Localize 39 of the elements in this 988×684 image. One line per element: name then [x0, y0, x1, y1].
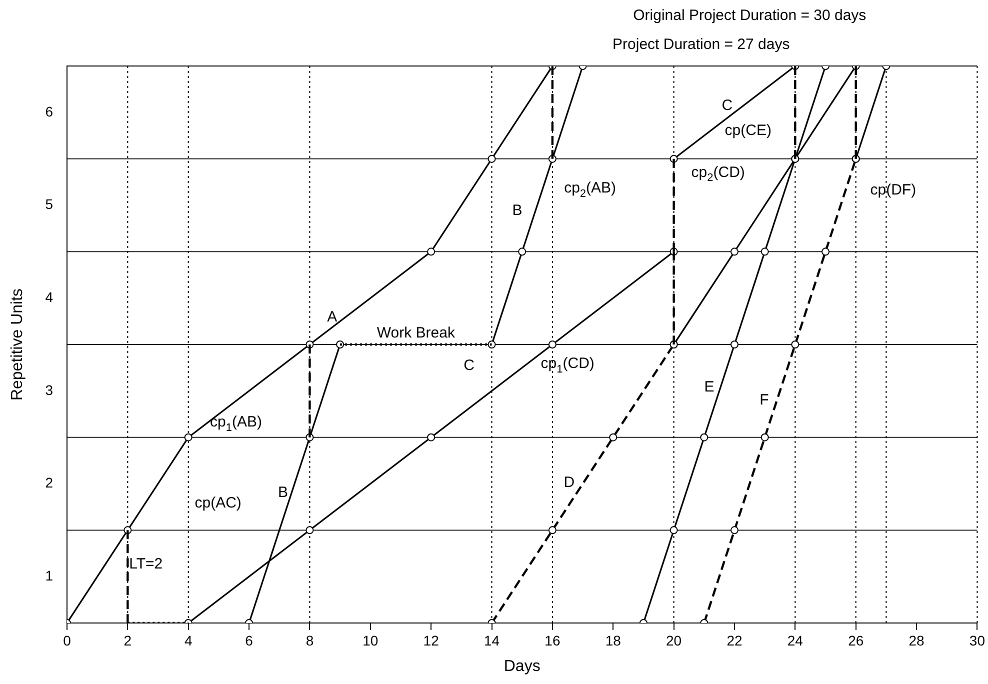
x-tick-label: 14	[484, 632, 500, 648]
x-tick-label: 22	[726, 632, 742, 648]
text: Project Duration = 27 days	[612, 36, 790, 53]
x-tick-label: 6	[245, 632, 254, 648]
x-tick-label: 18	[605, 632, 622, 648]
annotation: cp(AC)	[194, 494, 242, 512]
x-tick-label: 0	[63, 632, 72, 648]
y-tick-label: 3	[45, 382, 54, 398]
x-tick-label: 10	[362, 632, 378, 648]
annotation: C	[464, 356, 475, 374]
y-tick-label: 4	[45, 288, 54, 305]
annotation: D	[564, 474, 575, 491]
x-tick-label: 30	[969, 632, 986, 648]
x-tick-label: 2	[124, 632, 132, 648]
annotation: Work Break	[376, 324, 456, 342]
x-tick-label: 4	[184, 632, 192, 648]
annotation: LT=2	[129, 556, 163, 573]
x-tick-label: 12	[423, 632, 440, 648]
x-tick-label: 28	[908, 632, 925, 648]
x-axis-title: Days	[504, 658, 540, 675]
annotation: cp(DF)	[870, 182, 916, 199]
annotation: cp(CE)	[724, 122, 772, 140]
annotation: B	[278, 484, 288, 502]
y-tick-label: 2	[45, 474, 54, 491]
x-tick-label: 26	[848, 632, 864, 648]
annotation: A	[327, 308, 338, 326]
x-tick-label: 8	[306, 632, 314, 648]
y-tick-label: 6	[45, 103, 54, 120]
annotation: E	[704, 378, 714, 396]
x-tick-label: 20	[666, 632, 682, 648]
y-tick-label: 1	[45, 567, 54, 584]
x-tick-label: 16	[544, 632, 560, 648]
annotation: F	[760, 391, 769, 408]
y-axis-title: Repetitive Units	[9, 288, 26, 401]
y-tick-label: 5	[45, 196, 54, 212]
annotation: B	[512, 202, 522, 219]
annotation: C	[722, 97, 733, 114]
x-tick-label: 24	[787, 632, 804, 648]
text: Original Project Duration = 30 days	[633, 7, 866, 24]
